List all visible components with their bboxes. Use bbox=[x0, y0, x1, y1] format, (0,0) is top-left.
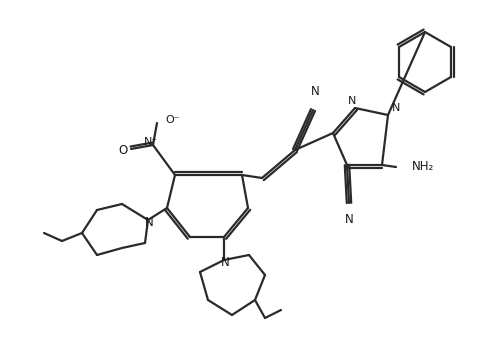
Text: N: N bbox=[221, 256, 229, 268]
Text: N: N bbox=[392, 103, 400, 113]
Text: N: N bbox=[348, 96, 356, 106]
Text: N: N bbox=[311, 85, 319, 98]
Text: N: N bbox=[345, 213, 353, 226]
Text: O: O bbox=[119, 144, 128, 156]
Text: NH₂: NH₂ bbox=[412, 161, 434, 174]
Text: N⁺: N⁺ bbox=[144, 137, 158, 147]
Text: O⁻: O⁻ bbox=[165, 115, 180, 125]
Text: N: N bbox=[145, 216, 154, 229]
